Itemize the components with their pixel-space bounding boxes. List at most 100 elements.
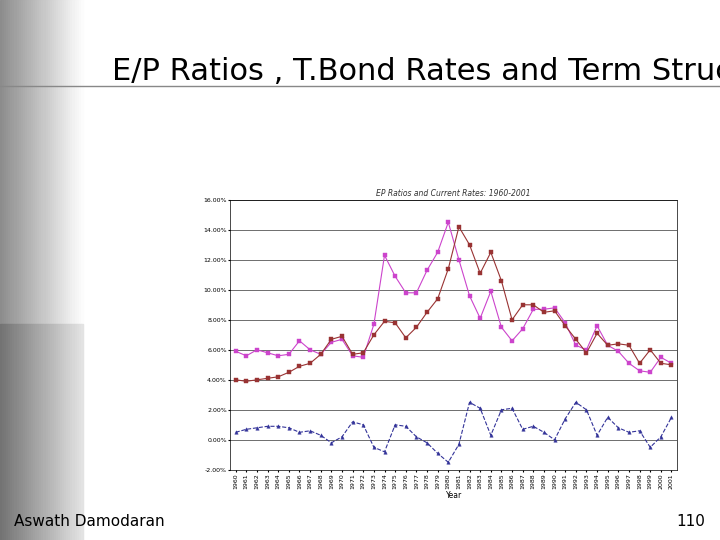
T.Bond Rate xyxy=(274,374,282,380)
Earnings/Price xyxy=(274,353,282,359)
T.Bond Rate xyxy=(423,309,431,315)
Earnings/Price xyxy=(412,289,420,296)
Earnings/Price xyxy=(444,219,453,226)
T.Bond Rate xyxy=(487,249,495,255)
Earnings/Price xyxy=(646,369,654,375)
Earnings/Price xyxy=(231,348,240,355)
T.Bond Rate xyxy=(539,309,548,315)
Bond-Bill xyxy=(465,399,474,406)
T.Bond Rate xyxy=(667,362,676,368)
T.Bond Rate xyxy=(582,349,591,356)
Earnings/Price xyxy=(264,349,272,356)
Earnings/Price xyxy=(667,360,676,367)
Bond-Bill xyxy=(369,444,378,450)
Earnings/Price xyxy=(625,360,634,367)
T.Bond Rate xyxy=(550,308,559,314)
Bond-Bill xyxy=(561,416,570,422)
Bond-Bill xyxy=(338,434,346,440)
Earnings/Price xyxy=(593,322,601,329)
Bond-Bill xyxy=(646,444,654,450)
T.Bond Rate xyxy=(242,378,251,384)
Earnings/Price xyxy=(465,293,474,299)
T.Bond Rate xyxy=(369,332,378,338)
Text: Aswath Damodaran: Aswath Damodaran xyxy=(14,514,165,529)
Line: T.Bond Rate: T.Bond Rate xyxy=(234,225,673,383)
Bond-Bill xyxy=(603,414,612,421)
T.Bond Rate xyxy=(508,316,516,323)
T.Bond Rate xyxy=(295,363,304,369)
Bond-Bill xyxy=(316,432,325,438)
Earnings/Price xyxy=(518,326,527,332)
Line: Bond-Bill: Bond-Bill xyxy=(234,401,673,464)
Bond-Bill xyxy=(508,405,516,411)
Bond-Bill xyxy=(529,423,538,429)
Bond-Bill xyxy=(306,428,315,434)
Earnings/Price xyxy=(508,338,516,344)
T.Bond Rate xyxy=(646,347,654,353)
T.Bond Rate xyxy=(444,266,453,272)
Earnings/Price xyxy=(423,267,431,274)
Bond-Bill xyxy=(476,405,485,411)
T.Bond Rate xyxy=(412,324,420,330)
Bond-Bill xyxy=(539,429,548,436)
Bond-Bill xyxy=(614,424,623,431)
T.Bond Rate xyxy=(284,369,293,375)
T.Bond Rate xyxy=(497,278,505,284)
Bond-Bill xyxy=(667,414,676,421)
Earnings/Price xyxy=(391,273,400,280)
X-axis label: Year: Year xyxy=(446,490,462,500)
T.Bond Rate xyxy=(391,320,400,326)
T.Bond Rate xyxy=(306,360,315,367)
T.Bond Rate xyxy=(625,342,634,348)
T.Bond Rate xyxy=(529,301,538,308)
T.Bond Rate xyxy=(657,360,665,367)
Bond-Bill xyxy=(242,426,251,433)
T.Bond Rate xyxy=(348,351,357,357)
Bond-Bill xyxy=(327,440,336,446)
T.Bond Rate xyxy=(635,360,644,367)
Bond-Bill xyxy=(391,422,400,428)
Earnings/Price xyxy=(657,354,665,361)
Bond-Bill xyxy=(380,449,389,455)
Earnings/Price xyxy=(284,351,293,357)
Earnings/Price xyxy=(582,347,591,353)
Bond-Bill xyxy=(412,434,420,440)
T.Bond Rate xyxy=(338,333,346,340)
Earnings/Price xyxy=(454,256,463,263)
Bond-Bill xyxy=(433,450,442,456)
Earnings/Price xyxy=(348,353,357,359)
Bond-Bill xyxy=(454,441,463,448)
T.Bond Rate xyxy=(316,351,325,357)
Earnings/Price xyxy=(561,320,570,326)
Earnings/Price xyxy=(529,306,538,313)
T.Bond Rate xyxy=(603,342,612,348)
T.Bond Rate xyxy=(454,224,463,230)
Bond-Bill xyxy=(518,426,527,433)
T.Bond Rate xyxy=(614,341,623,347)
Earnings/Price xyxy=(338,336,346,342)
T.Bond Rate xyxy=(253,376,261,383)
Bond-Bill xyxy=(274,423,282,429)
T.Bond Rate xyxy=(359,349,368,356)
Earnings/Price xyxy=(402,289,410,296)
T.Bond Rate xyxy=(476,270,485,276)
Earnings/Price xyxy=(572,342,580,348)
Earnings/Price xyxy=(242,353,251,359)
Bond-Bill xyxy=(231,429,240,436)
Bond-Bill xyxy=(593,432,601,438)
Bond-Bill xyxy=(284,424,293,431)
Earnings/Price xyxy=(635,368,644,374)
Bond-Bill xyxy=(635,428,644,434)
T.Bond Rate xyxy=(572,336,580,342)
Earnings/Price xyxy=(359,354,368,361)
Bond-Bill xyxy=(402,423,410,429)
T.Bond Rate xyxy=(433,295,442,302)
Earnings/Price xyxy=(539,306,548,313)
Earnings/Price xyxy=(603,342,612,348)
Earnings/Price xyxy=(497,324,505,330)
Earnings/Price xyxy=(614,348,623,355)
Earnings/Price xyxy=(316,351,325,357)
T.Bond Rate xyxy=(231,376,240,383)
Earnings/Price xyxy=(476,315,485,321)
Earnings/Price xyxy=(369,321,378,328)
